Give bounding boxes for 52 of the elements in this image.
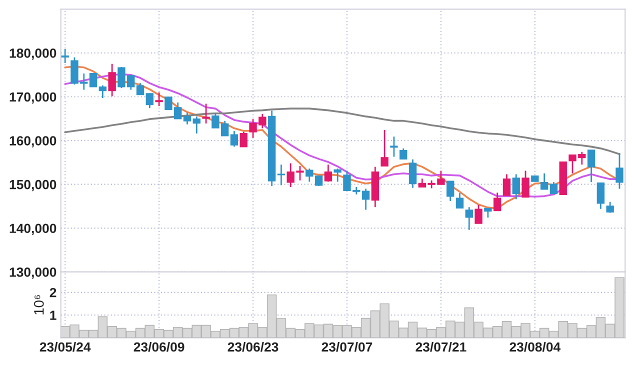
line-series [64, 108, 620, 156]
candlestick [192, 116, 200, 134]
candlestick [456, 192, 464, 209]
y-tick-label: 170,000 [10, 92, 56, 104]
candlestick [408, 158, 417, 189]
x-tick-label: 23/06/09 [134, 342, 184, 352]
candlestick [474, 204, 482, 224]
candlestick [183, 112, 192, 126]
candlestick [89, 72, 98, 88]
candlestick [550, 181, 558, 194]
candlestick [484, 208, 492, 218]
candlestick [380, 129, 388, 167]
candlestick [390, 136, 398, 158]
x-tick-label: 23/07/07 [322, 342, 372, 352]
candlestick [334, 168, 342, 182]
candlestick [306, 168, 314, 182]
candlestick [277, 164, 286, 186]
x-tick-label: 23/05/24 [40, 342, 91, 352]
y-tick-label: 150,000 [10, 180, 56, 192]
candlestick [522, 170, 530, 198]
candlestick [596, 182, 605, 210]
candlestick [502, 174, 511, 196]
candlestick [230, 130, 238, 148]
candlestick [512, 174, 520, 200]
candlestick [616, 152, 624, 190]
candlestick [493, 192, 502, 212]
y-tick-label: 130,000 [10, 268, 56, 279]
y-tick-label: 2 [50, 288, 56, 298]
y-tick-label: 160,000 [10, 136, 56, 148]
candlestick [146, 92, 154, 109]
candlestick [400, 148, 408, 160]
candlestick [155, 92, 163, 107]
candlestick [61, 48, 69, 64]
candlestick [324, 164, 332, 182]
x-tick-label: 23/07/21 [416, 342, 466, 352]
y-tick-label: 1 [50, 310, 56, 320]
candlestick [362, 188, 370, 210]
x-tick-label: 23/06/23 [228, 342, 278, 352]
candlestick [202, 103, 210, 124]
y-tick-label: 180,000 [10, 48, 56, 60]
candlestick [540, 172, 548, 190]
candlestick [240, 131, 248, 148]
candlestick [606, 201, 614, 214]
candlestick [446, 180, 454, 202]
candlestick [136, 82, 144, 96]
candlestick [98, 84, 107, 99]
candlestick [465, 206, 473, 231]
candlestick [587, 149, 596, 183]
candlestick [108, 63, 116, 98]
x-tick-label: 23/08/04 [510, 342, 561, 352]
y-tick-label: 140,000 [10, 224, 56, 235]
y-axis-title: 10⁶ [34, 295, 44, 314]
